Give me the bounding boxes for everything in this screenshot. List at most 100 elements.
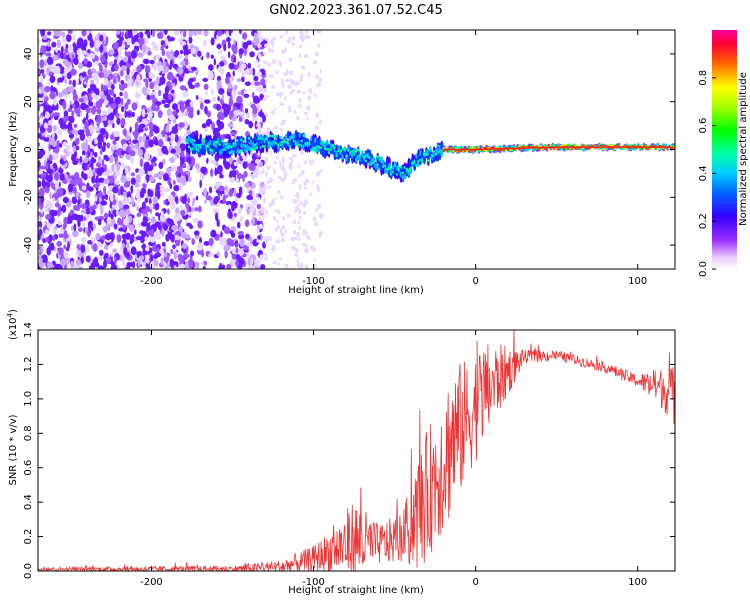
snr-scale-suffix: ) [8, 309, 19, 313]
spectrum-speck [40, 246, 43, 254]
y-tick-label: 0.2 [23, 529, 34, 545]
spectrum-speck [266, 209, 268, 215]
spectrum-speck [119, 92, 122, 97]
spectrum-speck [106, 142, 110, 148]
spectrum-speck [80, 112, 83, 117]
spectrum-speck [198, 30, 202, 35]
spectrum-speck [149, 176, 154, 182]
spectrum-speck [156, 54, 161, 58]
spectrum-speck [304, 160, 307, 164]
spectrum-speck [212, 97, 215, 102]
spectrum-speck [55, 47, 58, 53]
spectrum-speck [87, 109, 90, 113]
spectrum-speck [274, 126, 278, 130]
spectrum-speck [275, 71, 279, 75]
colorbar-tick-label: 0.0 [698, 261, 709, 277]
spectrum-speck [163, 173, 169, 181]
spectrum-speck [180, 50, 183, 54]
spectrum-ridge [326, 140, 329, 146]
spectrum-speck [88, 223, 91, 231]
spectrum-speck [271, 109, 275, 114]
spectrum-speck [57, 129, 62, 135]
spectrum-speck [256, 239, 259, 242]
spectrum-speck [229, 110, 234, 118]
spectrum-speck [171, 149, 176, 154]
spectrum-speck [176, 109, 179, 113]
spectrum-speck [228, 42, 231, 49]
spectrum-speck [170, 259, 175, 268]
spectrum-speck [204, 261, 208, 266]
spectrum-speck [317, 204, 321, 210]
spectrum-speck [233, 70, 235, 76]
x-tick-label: 100 [628, 276, 647, 287]
spectrum-speck [193, 28, 197, 36]
spectrum-speck [114, 256, 117, 264]
spectrum-speck [63, 217, 67, 225]
spectrum-speck [53, 99, 57, 106]
spectrum-speck [220, 61, 224, 67]
spectrum-speck [229, 63, 235, 70]
spectrum-speck [64, 231, 67, 239]
spectrum-speck [203, 39, 206, 46]
spectrum-speck [45, 237, 48, 242]
spectrum-speck [121, 80, 125, 85]
spectrum-speck [179, 264, 186, 269]
spectrum-speck [62, 101, 66, 110]
spectrum-speck [257, 71, 262, 76]
spectrum-speck [55, 181, 59, 185]
spectrum-speck [141, 208, 147, 214]
spectrum-speck [282, 216, 285, 221]
spectrum-speck [161, 228, 164, 236]
spectrum-speck [99, 167, 105, 173]
spectrum-speck [138, 149, 143, 157]
spectrum-speck [209, 187, 212, 194]
spectrum-speck [309, 193, 312, 196]
spectrum-speck [149, 60, 155, 64]
spectrum-ridge [357, 149, 360, 152]
y-tick-label: 1.4 [23, 322, 34, 338]
spectrum-speck [317, 171, 321, 174]
spectrum-speck [47, 31, 51, 35]
spectrum-speck [305, 244, 308, 247]
spectrum-speck [89, 265, 95, 272]
spectrum-speck [93, 224, 96, 230]
spectrum-speck [54, 226, 57, 230]
spectrum-speck [72, 161, 78, 166]
spectrum-speck [299, 45, 303, 48]
spectrum-speck [318, 43, 320, 48]
spectrum-speck [80, 75, 83, 81]
spectrum-speck [320, 69, 322, 74]
spectrum-speck [268, 186, 271, 190]
spectrum-speck [71, 110, 74, 117]
spectrum-speck [106, 36, 109, 44]
spectrum-speck [186, 164, 189, 170]
spectrum-speck [161, 100, 166, 104]
spectrum-speck [55, 66, 61, 75]
spectrum-speck [314, 259, 316, 262]
spectrum-speck [279, 102, 283, 105]
spectrum-speck [49, 192, 52, 199]
spectrum-speck [158, 110, 163, 117]
spectrum-speck [178, 122, 185, 128]
spectrum-speck [272, 244, 275, 249]
spectrum-speck [149, 130, 153, 137]
spectrum-speck [114, 156, 118, 162]
spectrum-speck [163, 188, 169, 192]
spectrum-speck [87, 136, 91, 142]
y-tick-label: 0.6 [23, 460, 34, 476]
spectrum-speck [180, 210, 185, 216]
spectrum-speck [57, 39, 61, 48]
spectrum-speck [172, 244, 176, 249]
spectrum-speck [39, 59, 44, 68]
spectrum-speck [295, 253, 299, 258]
spectrum-speck [219, 237, 224, 246]
spectrum-speck [228, 204, 231, 209]
spectrum-speck [56, 189, 63, 197]
spectrum-speck [256, 260, 260, 266]
spectrum-speck [143, 59, 149, 65]
spectrum-speck [245, 81, 251, 86]
spectrum-speck [291, 245, 295, 250]
spectrum-speck [40, 195, 43, 204]
spectrum-speck [135, 254, 137, 259]
spectrum-speck [302, 91, 305, 94]
